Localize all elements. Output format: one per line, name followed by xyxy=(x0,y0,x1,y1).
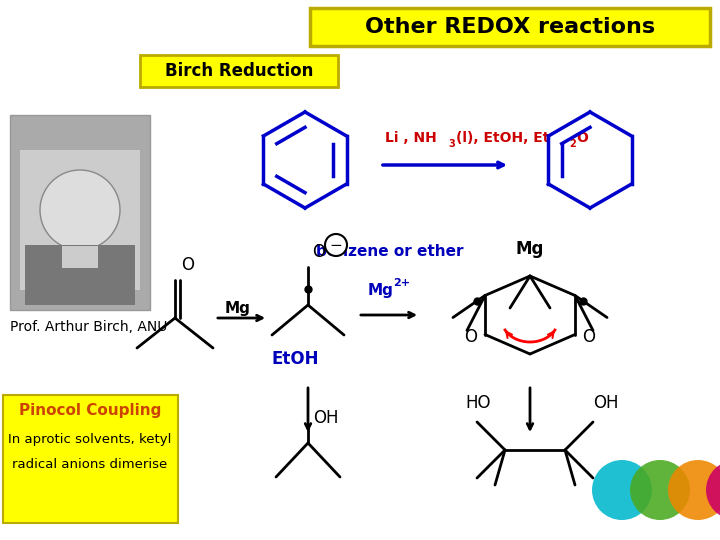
Circle shape xyxy=(630,460,690,520)
Text: Li , NH: Li , NH xyxy=(385,131,437,145)
Text: O: O xyxy=(312,243,325,261)
Circle shape xyxy=(592,460,652,520)
Text: benzene or ether: benzene or ether xyxy=(316,245,464,260)
Text: Mg: Mg xyxy=(516,240,544,258)
FancyBboxPatch shape xyxy=(20,150,140,290)
Text: 2: 2 xyxy=(569,139,576,149)
Text: OH: OH xyxy=(313,409,338,427)
Circle shape xyxy=(40,170,120,250)
FancyBboxPatch shape xyxy=(310,8,710,46)
Text: Mg: Mg xyxy=(368,282,394,298)
Circle shape xyxy=(325,234,347,256)
Text: O: O xyxy=(576,131,588,145)
FancyBboxPatch shape xyxy=(25,245,135,305)
Text: HO: HO xyxy=(465,394,490,412)
Circle shape xyxy=(706,460,720,520)
Text: −: − xyxy=(330,238,343,253)
Bar xyxy=(3,395,178,523)
Text: EtOH: EtOH xyxy=(271,350,319,368)
Text: Other REDOX reactions: Other REDOX reactions xyxy=(365,17,655,37)
FancyBboxPatch shape xyxy=(10,115,150,310)
FancyBboxPatch shape xyxy=(140,55,338,87)
Text: 3: 3 xyxy=(448,139,455,149)
Text: radical anions dimerise: radical anions dimerise xyxy=(12,458,168,471)
FancyBboxPatch shape xyxy=(3,395,178,523)
Text: In aprotic solvents, ketyl: In aprotic solvents, ketyl xyxy=(9,434,171,447)
Text: Prof. Arthur Birch, ANU: Prof. Arthur Birch, ANU xyxy=(10,320,167,334)
FancyBboxPatch shape xyxy=(62,246,98,268)
Text: Mg: Mg xyxy=(225,300,251,315)
Text: 2+: 2+ xyxy=(393,278,410,288)
Text: Pinocol Coupling: Pinocol Coupling xyxy=(19,402,161,417)
Text: Birch Reduction: Birch Reduction xyxy=(165,62,313,80)
Text: O: O xyxy=(582,327,595,346)
Circle shape xyxy=(668,460,720,520)
Text: O: O xyxy=(464,327,477,346)
Text: (l), EtOH, Et: (l), EtOH, Et xyxy=(456,131,549,145)
Text: OH: OH xyxy=(593,394,618,412)
Text: O: O xyxy=(181,256,194,274)
